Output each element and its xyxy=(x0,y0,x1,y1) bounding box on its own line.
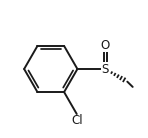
Text: Cl: Cl xyxy=(71,114,83,127)
Text: O: O xyxy=(101,39,110,51)
Text: S: S xyxy=(102,63,109,75)
